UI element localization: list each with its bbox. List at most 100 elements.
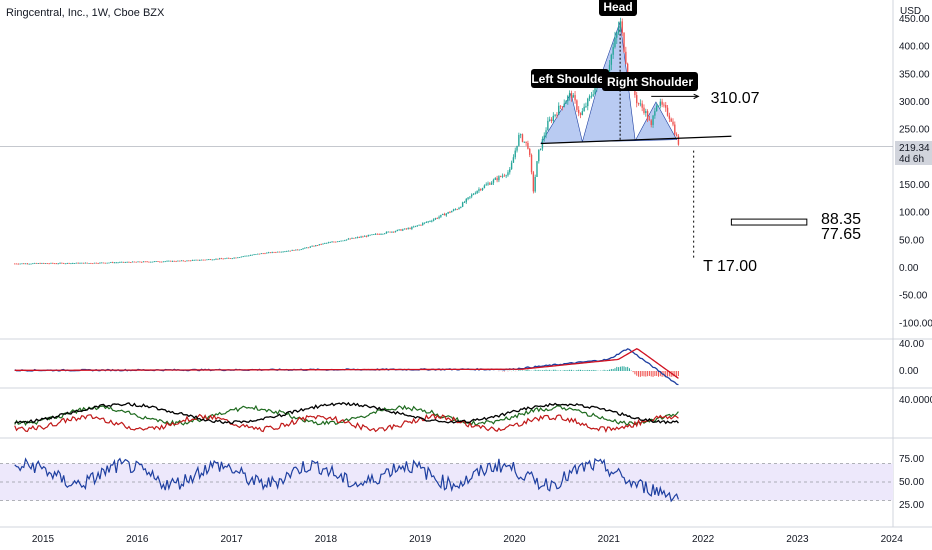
candle-body (561, 106, 564, 108)
candle-body (198, 260, 201, 261)
candle-body (645, 111, 647, 113)
candle-body (626, 63, 629, 75)
candle-body (320, 244, 322, 245)
candle-body (351, 237, 353, 239)
candle-body (121, 261, 123, 263)
candle-body (142, 261, 145, 263)
candle-body (57, 263, 59, 265)
candle-body (113, 262, 116, 264)
candle-body (668, 115, 671, 119)
candle-body (492, 179, 495, 183)
candle-body (90, 263, 92, 264)
candle-body (552, 115, 555, 122)
candle-body (376, 233, 379, 235)
candle-body (275, 252, 277, 254)
candle-body (654, 111, 656, 116)
candle-body (411, 226, 413, 229)
candle-body (650, 120, 652, 125)
candle-body (532, 172, 535, 192)
candle-body (227, 257, 230, 259)
rsi-line (0, 457, 893, 503)
candle-body (451, 211, 453, 213)
price-badge (895, 141, 932, 165)
candle-body (64, 263, 67, 265)
candle-body (131, 261, 134, 263)
candle-body (211, 259, 214, 261)
time-tick-label: 2019 (409, 534, 432, 545)
head-label: Head (603, 0, 632, 14)
candle-body (95, 262, 98, 264)
candle-body (267, 252, 270, 254)
rsi-tick-label: 75.00 (899, 454, 924, 465)
candle-body (402, 229, 404, 231)
candle-body (304, 247, 306, 249)
candle-body (43, 263, 45, 264)
candle-body (382, 233, 384, 235)
time-tick-label: 2024 (881, 534, 904, 545)
candle-body (608, 64, 611, 72)
candle-body (193, 259, 195, 261)
rsi-tick-label: 25.00 (899, 500, 924, 511)
candle-body (249, 255, 252, 256)
candle-body (577, 109, 580, 114)
candle-body (293, 249, 295, 251)
candle-body (128, 261, 130, 263)
candle-body (273, 252, 275, 253)
candle-body (373, 234, 375, 236)
candle-body (21, 263, 23, 265)
candle-body (162, 261, 165, 263)
candle-body (474, 193, 477, 195)
candle-body (539, 148, 542, 150)
candle-body (255, 254, 257, 255)
candle-body (240, 256, 243, 258)
candle-body (215, 258, 217, 260)
candle-body (623, 32, 625, 52)
candle-body (661, 101, 663, 105)
candle-body (325, 242, 328, 244)
candle-body (594, 88, 596, 95)
candle-body (490, 182, 493, 185)
candle-body (309, 246, 312, 248)
candle-body (217, 258, 219, 260)
candle-body (206, 259, 208, 261)
candle-body (527, 142, 529, 149)
candle-body (231, 258, 234, 260)
candle-body (153, 261, 156, 263)
candle-body (117, 262, 119, 264)
candle-body (463, 202, 466, 203)
price-tick-label: 350.00 (899, 69, 930, 80)
candle-body (119, 262, 121, 263)
candle-body (202, 259, 205, 261)
candle-body (115, 262, 117, 264)
candle-body (447, 211, 449, 214)
candle-body (238, 257, 241, 258)
candle-body (61, 262, 63, 264)
candle-body (324, 243, 326, 244)
candle-body (617, 27, 620, 33)
price-tick-label: 400.00 (899, 42, 930, 53)
candle-body (414, 225, 417, 227)
candle-body (70, 263, 72, 265)
candle-body (135, 261, 137, 263)
time-tick-label: 2016 (126, 534, 149, 545)
price-badge-countdown: 4d 6h (899, 154, 924, 165)
candle-body (144, 261, 146, 263)
candle-body (487, 183, 489, 185)
candle-body (621, 21, 623, 33)
candle-body (666, 107, 669, 116)
candle-body (543, 135, 545, 139)
macd-tick-label: 40.00 (899, 339, 924, 350)
candle-body (498, 176, 500, 181)
candle-body (126, 261, 128, 263)
price-tick-label: 300.00 (899, 97, 930, 108)
candle-body (434, 218, 437, 220)
price-tick-label: -50.00 (899, 291, 928, 302)
candle-body (108, 262, 110, 264)
candle-body (416, 225, 418, 227)
candle-body (583, 106, 585, 112)
candle-body (32, 263, 34, 265)
candle-body (208, 259, 210, 261)
candle-body (189, 260, 192, 262)
candle-body (465, 198, 467, 203)
